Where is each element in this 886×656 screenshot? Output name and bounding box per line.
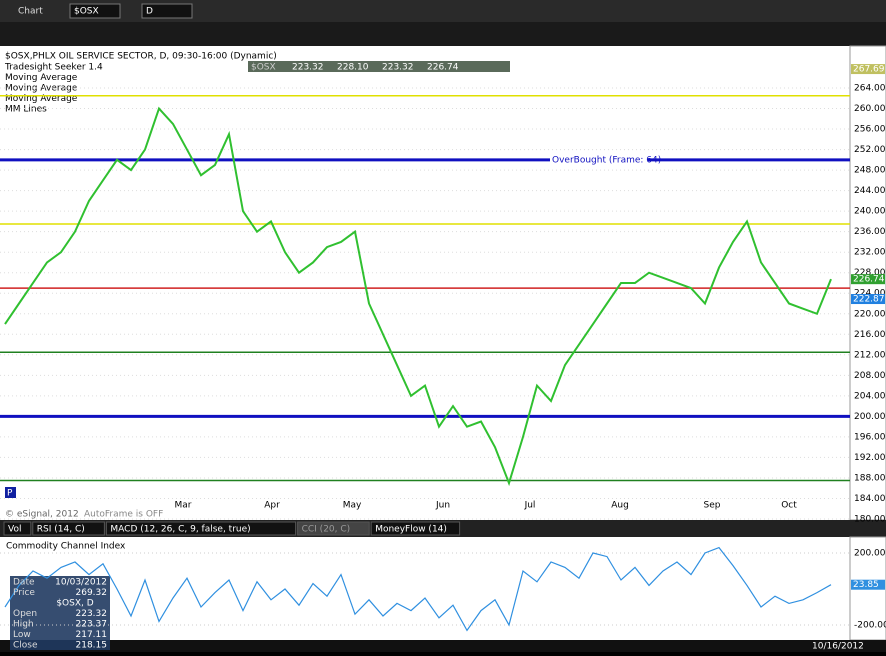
cci-last-label: 23.85 bbox=[853, 580, 879, 590]
dw-value: 223.32 bbox=[76, 609, 108, 619]
marker: P bbox=[7, 489, 13, 499]
dw-value: 217.11 bbox=[76, 630, 108, 640]
quote-value: 223.32 bbox=[292, 63, 324, 73]
study-label: Tradesight Seeker 1.4 bbox=[4, 63, 103, 73]
y-tick-label: 180.00 bbox=[854, 515, 886, 525]
y-tick-label: 228.00 bbox=[854, 268, 886, 278]
y-tick-label: 248.00 bbox=[854, 166, 886, 176]
copyright: © eSignal, 2012 bbox=[5, 510, 79, 520]
dw-value: 218.15 bbox=[76, 641, 108, 651]
tab[interactable] bbox=[105, 521, 297, 536]
marker-box bbox=[5, 487, 16, 498]
dw-label: Price bbox=[13, 588, 35, 598]
price-highlight-label: 267.69 bbox=[853, 65, 885, 75]
dw-label: Date bbox=[13, 578, 35, 588]
dw-value: 223.37 bbox=[76, 620, 108, 630]
dw-label: High bbox=[13, 620, 34, 630]
footer-date: 10/16/2012 bbox=[812, 642, 864, 652]
x-tick-label: May bbox=[343, 501, 362, 511]
chart-title: $OSX,PHLX OIL SERVICE SECTOR, D, 09:30-1… bbox=[5, 52, 277, 62]
x-tick-label: Aug bbox=[611, 501, 629, 511]
x-tick-label: Mar bbox=[175, 501, 192, 511]
y-tick-label: 232.00 bbox=[854, 248, 886, 258]
symbol[interactable]: $OSX bbox=[74, 7, 99, 17]
y-tick-label: 192.00 bbox=[854, 453, 886, 463]
symbol-box[interactable] bbox=[69, 3, 121, 19]
y-tick-label: 184.00 bbox=[854, 494, 886, 504]
price-line bbox=[4, 106, 832, 487]
y-tick-label: 208.00 bbox=[854, 371, 886, 381]
study-label: Moving Average bbox=[5, 73, 78, 83]
dw-label: Low bbox=[13, 630, 31, 640]
tab-label[interactable]: RSI (14, C) bbox=[37, 525, 85, 535]
dw-value: 10/03/2012 bbox=[55, 578, 107, 588]
price-pane bbox=[0, 46, 850, 520]
study-label: MM Lines bbox=[5, 105, 47, 115]
y-tick-label: 220.00 bbox=[854, 309, 886, 319]
tab-label[interactable]: Vol bbox=[8, 525, 21, 535]
x-tick-label: Jul bbox=[524, 501, 536, 511]
x-tick-label: Jun bbox=[435, 501, 450, 511]
cci-tick-label: -200.00 bbox=[854, 621, 886, 631]
price-highlight bbox=[851, 274, 885, 285]
dw-value: $OSX, D bbox=[56, 599, 93, 609]
tab[interactable] bbox=[32, 521, 105, 536]
time-bar bbox=[0, 640, 886, 652]
price-highlight bbox=[851, 64, 885, 75]
cci-last-box bbox=[851, 579, 885, 590]
tab[interactable] bbox=[370, 521, 461, 536]
price-highlight bbox=[851, 294, 885, 305]
price-highlight-label: 222.87 bbox=[853, 295, 885, 305]
y-tick-label: 212.00 bbox=[854, 350, 886, 360]
y-tick-label: 252.00 bbox=[854, 145, 886, 155]
cci-tick-label: 200.00 bbox=[854, 549, 886, 559]
tab-label[interactable]: MACD (12, 26, C, 9, false, true) bbox=[110, 525, 250, 535]
dw-value: 269.32 bbox=[76, 588, 108, 598]
app-name: Chart bbox=[18, 7, 43, 17]
y-tick-label: 188.00 bbox=[854, 473, 886, 483]
data-window bbox=[10, 576, 110, 650]
cci-line bbox=[4, 546, 832, 632]
tab[interactable] bbox=[3, 521, 32, 536]
tab-label[interactable]: CCI (20, C) bbox=[302, 525, 351, 535]
y-tick-label: 200.00 bbox=[854, 412, 886, 422]
toolbar bbox=[0, 22, 886, 46]
y-tick-label: 204.00 bbox=[854, 391, 886, 401]
y-tick-label: 224.00 bbox=[854, 289, 886, 299]
y-tick-label: 216.00 bbox=[854, 330, 886, 340]
title-bar bbox=[0, 0, 886, 22]
y-tick-label: 244.00 bbox=[854, 186, 886, 196]
quote-symbol: $OSX bbox=[251, 63, 276, 73]
y-tick-label: 236.00 bbox=[854, 227, 886, 237]
y-tick-label: 240.00 bbox=[854, 207, 886, 217]
quote-value: 223.32 bbox=[382, 63, 414, 73]
quote-value: 228.10 bbox=[337, 63, 369, 73]
cci-title: Commodity Channel Index bbox=[6, 542, 126, 552]
dw-label: Close bbox=[13, 641, 38, 651]
study-label: Moving Average bbox=[5, 84, 78, 94]
x-tick-label: Oct bbox=[781, 501, 797, 511]
x-tick-label: Sep bbox=[704, 501, 721, 511]
overbought-bg bbox=[550, 153, 648, 166]
tab-label[interactable]: MoneyFlow (14) bbox=[375, 525, 447, 535]
y-tick-label: 264.00 bbox=[854, 84, 886, 94]
study-label: Moving Average bbox=[5, 94, 78, 104]
y-tick-label: 256.00 bbox=[854, 125, 886, 135]
autoframe: AutoFrame is OFF bbox=[84, 510, 163, 520]
price-highlight-label: 226.74 bbox=[853, 275, 885, 285]
quote-box bbox=[248, 61, 510, 72]
dw-label: Open bbox=[13, 609, 37, 619]
x-tick-label: Apr bbox=[264, 501, 280, 511]
quote-value: 226.74 bbox=[427, 63, 459, 73]
tab[interactable] bbox=[297, 521, 370, 536]
y-tick-label: 196.00 bbox=[854, 432, 886, 442]
overbought-label: OverBought (Frame: 64) bbox=[552, 155, 661, 165]
y-tick-label: 260.00 bbox=[854, 104, 886, 114]
interval-box[interactable] bbox=[141, 3, 193, 19]
interval[interactable]: D bbox=[146, 7, 153, 17]
